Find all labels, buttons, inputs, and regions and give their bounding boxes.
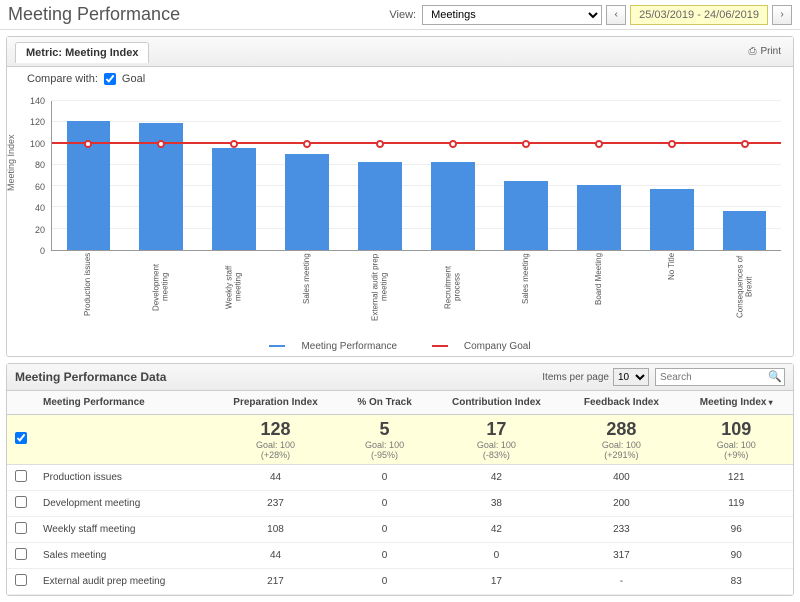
bar[interactable] bbox=[577, 185, 621, 250]
bar[interactable] bbox=[504, 181, 548, 250]
table-row: Production issues44042400121 bbox=[7, 465, 793, 491]
summary-prep-val: 128 bbox=[219, 419, 331, 440]
col-ontrack[interactable]: % On Track bbox=[340, 391, 430, 415]
row-checkbox[interactable] bbox=[15, 522, 27, 534]
plot-area bbox=[51, 101, 781, 251]
col-name[interactable]: Meeting Performance bbox=[35, 391, 211, 415]
y-axis-label: Meeting Index bbox=[6, 134, 16, 191]
bar[interactable] bbox=[139, 123, 183, 250]
table-row: Development meeting237038200119 bbox=[7, 491, 793, 517]
data-panel: Meeting Performance Data Items per page … bbox=[6, 363, 794, 596]
row-checkbox[interactable] bbox=[15, 470, 27, 482]
row-checkbox[interactable] bbox=[15, 548, 27, 560]
ipp-select[interactable]: 10 bbox=[613, 368, 649, 386]
summary-feedback-val: 288 bbox=[571, 419, 671, 440]
row-name: Production issues bbox=[35, 465, 211, 491]
bar[interactable] bbox=[723, 211, 767, 250]
bar[interactable] bbox=[285, 154, 329, 250]
chart: Meeting Index 020406080100120140 Product… bbox=[7, 91, 793, 341]
col-prep[interactable]: Preparation Index bbox=[211, 391, 339, 415]
metric-panel: Metric: Meeting Index ⎙ Print Compare wi… bbox=[6, 36, 794, 357]
legend-swatch-goal bbox=[432, 345, 448, 347]
table-row: External audit prep meeting217017-83 bbox=[7, 569, 793, 595]
date-next-button[interactable]: › bbox=[772, 5, 792, 25]
data-table: Meeting Performance Preparation Index % … bbox=[7, 391, 793, 595]
col-contrib[interactable]: Contribution Index bbox=[430, 391, 564, 415]
legend-goal-label: Company Goal bbox=[464, 341, 531, 352]
row-checkbox[interactable] bbox=[15, 496, 27, 508]
table-row: Weekly staff meeting10804223396 bbox=[7, 517, 793, 543]
summary-row: 128Goal: 100(+28%) 5Goal: 100(-95%) 17Go… bbox=[7, 415, 793, 465]
print-label: Print bbox=[760, 46, 781, 57]
page-title: Meeting Performance bbox=[8, 4, 389, 25]
search-input[interactable] bbox=[655, 368, 785, 386]
metric-panel-header: Metric: Meeting Index ⎙ Print bbox=[7, 37, 793, 67]
summary-checkbox[interactable] bbox=[15, 432, 27, 444]
data-panel-header: Meeting Performance Data Items per page … bbox=[7, 364, 793, 391]
search-icon[interactable]: 🔍 bbox=[768, 370, 782, 383]
col-index[interactable]: Meeting Index bbox=[679, 391, 793, 415]
view-label: View: bbox=[389, 9, 416, 21]
bar[interactable] bbox=[358, 162, 402, 250]
col-feedback[interactable]: Feedback Index bbox=[563, 391, 679, 415]
row-checkbox[interactable] bbox=[15, 574, 27, 586]
row-name: External audit prep meeting bbox=[35, 569, 211, 595]
view-select[interactable]: Meetings bbox=[422, 5, 602, 25]
goal-checkbox[interactable] bbox=[104, 73, 116, 85]
metric-tab[interactable]: Metric: Meeting Index bbox=[15, 42, 149, 63]
goal-checkbox-label: Goal bbox=[122, 73, 145, 85]
bar[interactable] bbox=[212, 148, 256, 250]
summary-index-val: 109 bbox=[687, 419, 785, 440]
table-row: Sales meeting440031790 bbox=[7, 543, 793, 569]
row-name: Development meeting bbox=[35, 491, 211, 517]
bar[interactable] bbox=[431, 162, 475, 250]
compare-row: Compare with: Goal bbox=[7, 67, 793, 91]
ipp-label: Items per page bbox=[542, 372, 609, 383]
date-prev-button[interactable]: ‹ bbox=[606, 5, 626, 25]
bar[interactable] bbox=[67, 121, 111, 250]
page-header: Meeting Performance View: Meetings ‹ 25/… bbox=[0, 0, 800, 30]
x-labels: Production issuesDevelopment meetingWeek… bbox=[51, 253, 781, 323]
legend-perf-label: Meeting Performance bbox=[301, 341, 397, 352]
summary-ontrack-val: 5 bbox=[348, 419, 422, 440]
chart-legend: Meeting Performance Company Goal bbox=[7, 341, 793, 356]
y-ticks: 020406080100120140 bbox=[27, 101, 47, 251]
print-link[interactable]: ⎙ Print bbox=[748, 46, 781, 57]
summary-contrib-val: 17 bbox=[438, 419, 556, 440]
row-name: Weekly staff meeting bbox=[35, 517, 211, 543]
date-range-picker[interactable]: 25/03/2019 - 24/06/2019 bbox=[630, 5, 768, 25]
print-icon: ⎙ bbox=[748, 46, 756, 57]
data-panel-title: Meeting Performance Data bbox=[15, 370, 542, 384]
legend-swatch-perf bbox=[269, 345, 285, 347]
compare-label: Compare with: bbox=[27, 73, 98, 85]
row-name: Sales meeting bbox=[35, 543, 211, 569]
col-check bbox=[7, 391, 35, 415]
bar[interactable] bbox=[650, 189, 694, 250]
